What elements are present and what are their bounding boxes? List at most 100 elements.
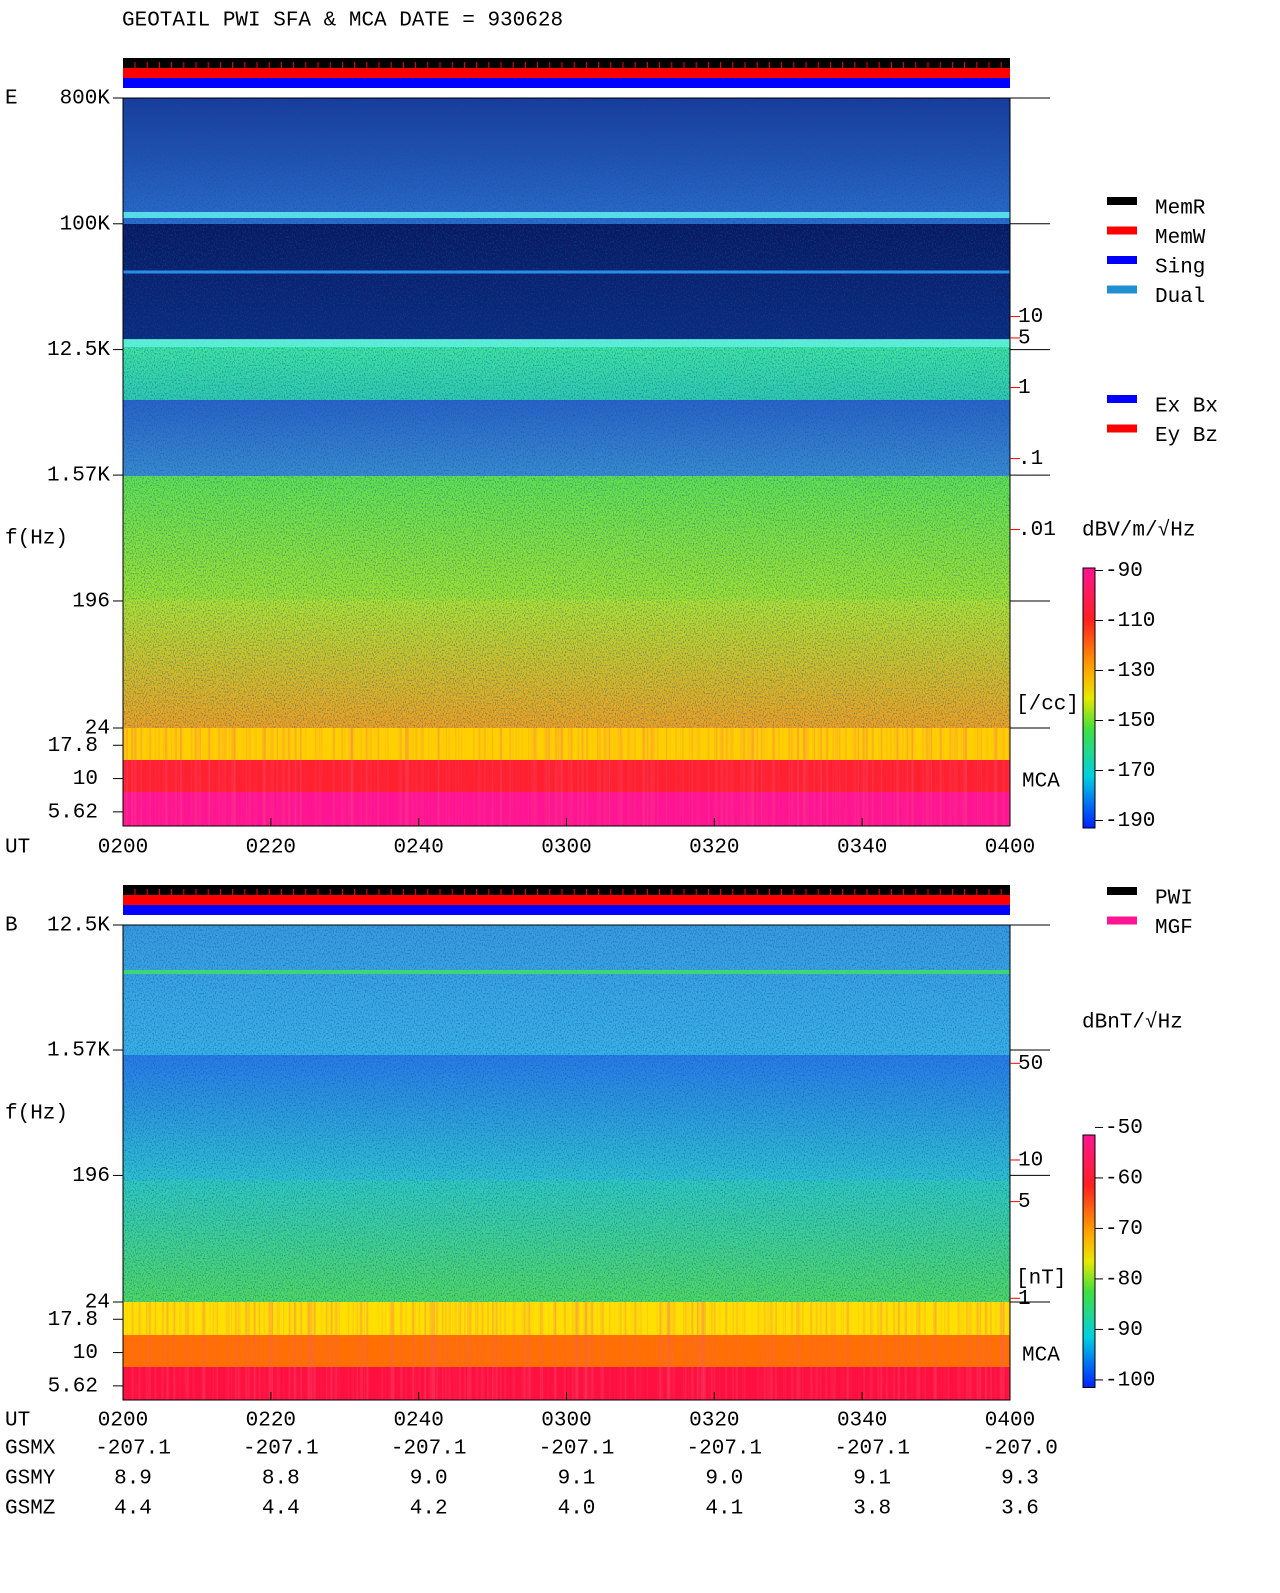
y-tick-label: 100K <box>60 213 111 236</box>
y2-axis-label: [/cc] <box>1016 694 1079 717</box>
legend-label: MemR <box>1155 198 1206 221</box>
colorbar <box>1082 1134 1096 1388</box>
emission-line <box>123 970 1010 974</box>
colorbar-tick-label: -70 <box>1105 1218 1143 1241</box>
legend-label: Dual <box>1155 286 1205 309</box>
orbit-value: 8.9 <box>114 1468 152 1491</box>
y-tick-label: 12.5K <box>47 339 110 362</box>
orbit-value: 4.4 <box>114 1498 152 1521</box>
colorbar-tick-label: -110 <box>1105 610 1155 633</box>
orbit-value: 9.0 <box>410 1468 448 1491</box>
orbit-value: -207.1 <box>243 1438 319 1461</box>
orbit-value: 4.1 <box>705 1498 743 1521</box>
x-tick-label: 0300 <box>541 1410 591 1433</box>
colorbar-tick-label: -80 <box>1105 1268 1143 1291</box>
status-bar <box>123 68 1010 78</box>
orbit-value: -207.1 <box>539 1438 615 1461</box>
colorbar-tick-label: -150 <box>1105 710 1155 733</box>
y-tick-label: 800K <box>60 88 111 111</box>
legend-swatch <box>1107 256 1137 264</box>
panel-label: E <box>5 88 18 111</box>
x-tick-label: 0220 <box>246 1410 296 1433</box>
mca-tick-label: 10 <box>73 1342 98 1365</box>
orbit-value: 8.8 <box>262 1468 300 1491</box>
y-axis-label: f(Hz) <box>5 528 68 551</box>
x-tick-label: 0240 <box>393 1410 443 1433</box>
legend-swatch <box>1107 226 1137 235</box>
title: GEOTAIL PWI SFA & MCA DATE = 930628 <box>122 10 563 33</box>
x-axis-label: UT <box>5 837 30 860</box>
legend-swatch <box>1107 424 1137 433</box>
colorbar-tick-label: -90 <box>1105 1319 1143 1342</box>
orbit-row-label: GSMY <box>5 1468 56 1491</box>
legend-label: MemW <box>1155 227 1206 250</box>
x-tick-label: 0320 <box>689 837 739 860</box>
status-bar <box>123 895 1010 905</box>
spectrogram-noise <box>123 98 1010 728</box>
legend-label: Sing <box>1155 257 1205 280</box>
y2-tick-label: 1 <box>1018 1288 1031 1311</box>
x-tick-label: 0320 <box>689 1410 739 1433</box>
y2-tick-label: .1 <box>1018 448 1043 471</box>
x-tick-label: 0340 <box>837 837 887 860</box>
orbit-value: -207.1 <box>834 1438 910 1461</box>
orbit-value: 9.0 <box>705 1468 743 1491</box>
colorbar-label: dBnT/√Hz <box>1082 1011 1183 1035</box>
spectrogram-noise <box>123 925 1010 1302</box>
orbit-value: 9.3 <box>1001 1468 1039 1491</box>
y2-tick-label: 1 <box>1018 377 1031 400</box>
orbit-value: -207.1 <box>687 1438 763 1461</box>
colorbar-tick-label: -170 <box>1105 760 1155 783</box>
legend-swatch <box>1107 197 1137 205</box>
x-tick-label: 0340 <box>837 1410 887 1433</box>
orbit-value: 9.1 <box>558 1468 596 1491</box>
colorbar-tick-label: -100 <box>1105 1369 1155 1392</box>
legend-swatch <box>1107 916 1137 925</box>
legend-swatch <box>1107 395 1137 403</box>
colorbar <box>1082 567 1096 829</box>
legend-label: Ex Bx <box>1155 396 1218 419</box>
orbit-value: 4.2 <box>410 1498 448 1521</box>
colorbar-tick-label: -50 <box>1105 1117 1143 1140</box>
status-bar <box>123 78 1010 88</box>
mca-label: MCA <box>1022 771 1060 794</box>
y2-tick-label: 10 <box>1018 1150 1043 1173</box>
y-tick-label: 196 <box>72 591 110 614</box>
orbit-value: -207.1 <box>95 1438 171 1461</box>
orbit-value: 4.4 <box>262 1498 300 1521</box>
colorbar-tick-label: -60 <box>1105 1167 1143 1190</box>
mca-stripes <box>123 728 1010 826</box>
emission-line <box>123 270 1010 274</box>
mca-stripes <box>123 1302 1010 1400</box>
orbit-row-label: GSMX <box>5 1438 56 1461</box>
status-bar <box>123 885 1010 895</box>
colorbar-tick-label: -190 <box>1105 810 1155 833</box>
y-tick-label: 196 <box>72 1165 110 1188</box>
y2-tick-label: .01 <box>1018 519 1056 542</box>
status-bar <box>123 905 1010 915</box>
status-bar <box>123 58 1010 68</box>
x-axis-label: UT <box>5 1410 30 1433</box>
orbit-value: -207.0 <box>982 1438 1058 1461</box>
y-tick-label: 1.57K <box>47 1040 110 1063</box>
y2-axis-label: [nT] <box>1016 1268 1066 1291</box>
x-tick-label: 0200 <box>98 1410 148 1433</box>
orbit-value: 3.6 <box>1001 1498 1039 1521</box>
y-tick-label: 12.5K <box>47 915 110 938</box>
y2-tick-label: 10 <box>1018 306 1043 329</box>
emission-line <box>123 339 1010 347</box>
x-tick-label: 0300 <box>541 837 591 860</box>
mca-tick-label: 10 <box>73 768 98 791</box>
mca-tick-label: 5.62 <box>48 1375 98 1398</box>
orbit-value: -207.1 <box>391 1438 467 1461</box>
legend-swatch <box>1107 285 1137 294</box>
x-tick-label: 0400 <box>985 837 1035 860</box>
panel-label: B <box>5 915 18 938</box>
x-tick-label: 0400 <box>985 1410 1035 1433</box>
orbit-value: 3.8 <box>853 1498 891 1521</box>
orbit-value: 4.0 <box>558 1498 596 1521</box>
mca-tick-label: 5.62 <box>48 801 98 824</box>
legend-label: MGF <box>1155 917 1193 940</box>
orbit-value: 9.1 <box>853 1468 891 1491</box>
